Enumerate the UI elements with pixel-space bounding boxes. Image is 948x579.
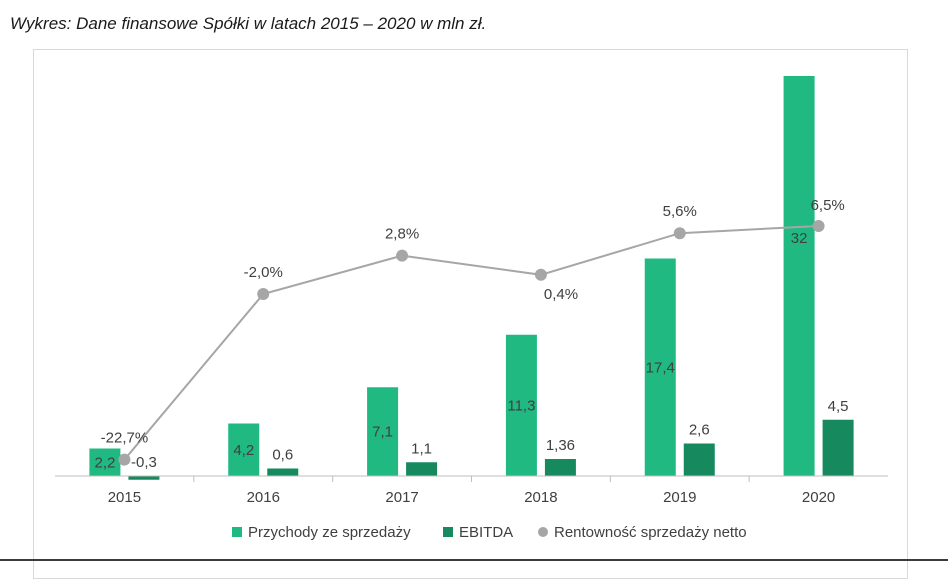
margin-label-2017: 2,8% <box>385 226 419 243</box>
ebitda-label-2016: 0,6 <box>272 447 293 464</box>
revenue-bar-2020 <box>783 76 815 476</box>
revenue-label-2016: 4,2 <box>233 442 254 459</box>
margin-line-group <box>118 220 825 466</box>
margin-label-2015: -22,7% <box>101 430 149 447</box>
margin-point-2018 <box>534 268 547 281</box>
x-tick-label-2015: 2015 <box>108 489 141 506</box>
legend-label-1: Przychody ze sprzedaży <box>248 524 411 541</box>
legend-label-2: EBITDA <box>459 524 513 541</box>
ebitda-bar-2017 <box>406 462 438 476</box>
ebitda-label-2017: 1,1 <box>411 440 432 457</box>
revenue-bar-2017 <box>367 387 399 476</box>
x-tick-label-2017: 2017 <box>385 489 418 506</box>
revenue-bar-2016 <box>228 423 260 476</box>
legend-label-3: Rentowność sprzedaży netto <box>554 524 747 541</box>
ebitda-bar-2019 <box>683 443 715 476</box>
margin-label-2016: -2,0% <box>244 264 283 281</box>
x-tick-label-2018: 2018 <box>524 489 557 506</box>
revenue-bar-2015 <box>89 448 121 476</box>
chart-caption: Wykres: Dane finansowe Spółki w latach 2… <box>10 14 487 33</box>
data-labels-group: 2,2 -0,3 4,2 0,6 7,1 1,1 11,3 1,36 17,4 2,6 32 4,5 -… <box>94 197 848 471</box>
legend-swatch-3 <box>538 527 548 537</box>
margin-point-2016 <box>257 288 270 300</box>
x-tick-label-2020: 2020 <box>802 489 835 506</box>
ebitda-bar-2018 <box>544 459 576 476</box>
margin-label-2019: 5,6% <box>663 203 697 220</box>
revenue-bar-2018 <box>505 334 537 476</box>
revenue-bar-2019 <box>644 258 676 476</box>
legend-swatch-1 <box>232 527 242 537</box>
revenue-label-2020: 32 <box>791 230 808 247</box>
x-ticks-group: 2015 2016 2017 2018 2019 2020 <box>108 476 835 506</box>
x-tick-label-2019: 2019 <box>663 489 696 506</box>
legend: Przychody ze sprzedaży EBITDA Rentowność s… <box>232 524 747 541</box>
ebitda-label-2018: 1,36 <box>546 437 575 454</box>
legend-swatch-2 <box>443 527 453 537</box>
ebitda-bar-2015 <box>128 476 160 480</box>
ebitda-bar-2016 <box>267 468 299 476</box>
ebitda-label-2015: -0,3 <box>131 454 157 471</box>
margin-point-2017 <box>396 249 409 262</box>
margin-line <box>123 225 819 461</box>
bars-group <box>89 76 854 480</box>
ebitda-label-2019: 2,6 <box>689 422 710 439</box>
margin-point-2015 <box>118 453 131 466</box>
revenue-label-2015: 2,2 <box>94 454 115 471</box>
revenue-label-2017: 7,1 <box>372 424 393 441</box>
chart: 2015 2016 2017 2018 2019 2020 2,2 -0,3 4,2 0,6 7,… <box>55 76 888 541</box>
revenue-label-2019: 17,4 <box>646 359 675 376</box>
margin-label-2018: 0,4% <box>544 286 578 303</box>
margin-point-2020 <box>812 220 825 232</box>
margin-point-2019 <box>673 227 686 240</box>
revenue-label-2018: 11,3 <box>507 397 535 414</box>
ebitda-bar-2020 <box>822 419 854 476</box>
bottom-rule <box>0 559 948 561</box>
ebitda-label-2020: 4,5 <box>828 398 849 415</box>
chart-frame <box>33 49 908 579</box>
x-tick-label-2016: 2016 <box>247 489 280 506</box>
margin-label-2020: 6,5% <box>811 197 845 214</box>
